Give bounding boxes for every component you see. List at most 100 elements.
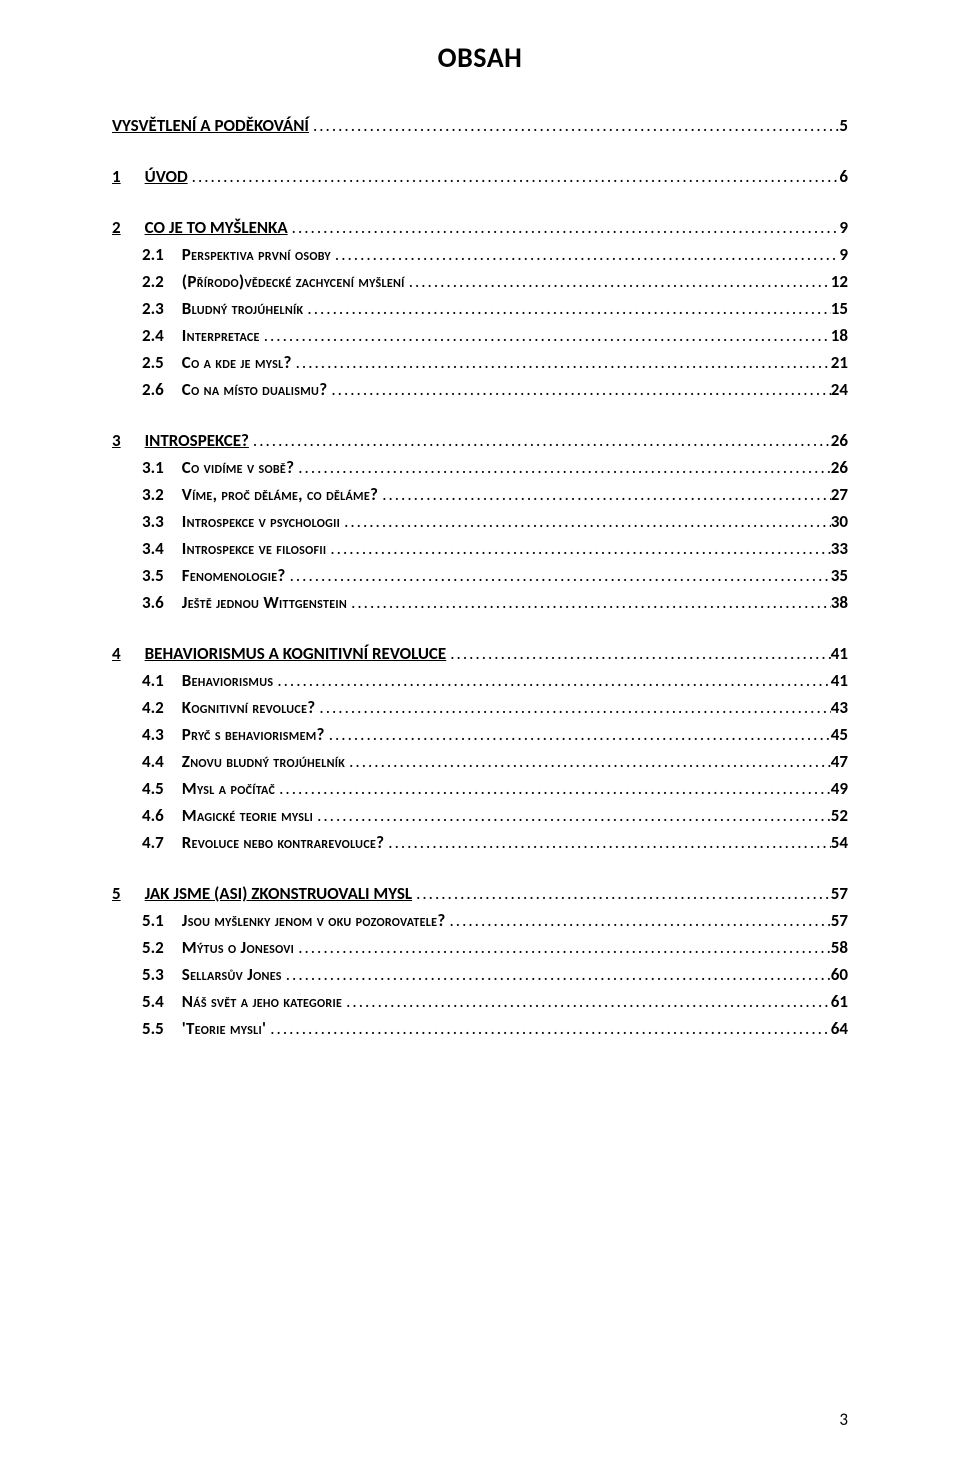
toc-entry[interactable]: 5.1Jsou myšlenky jenom v oku pozorovatel…: [112, 912, 848, 929]
toc-entry[interactable]: 2.6 Co na místo dualismu? 24: [112, 381, 848, 398]
toc-entry-page: 24: [831, 381, 848, 398]
toc-entry-page: 6: [839, 168, 848, 185]
toc-entry-page: 26: [831, 459, 848, 476]
toc-entry-page: 35: [831, 567, 848, 584]
toc-entry-number: 5.3: [142, 966, 164, 983]
toc-entry-label: CO JE TO MYŠLENKA: [145, 219, 288, 236]
toc-leader-dots: [288, 219, 840, 236]
toc-entry-number: 3.3: [142, 513, 164, 530]
toc-entry-number: 4: [112, 645, 121, 662]
toc-entry-label: Co a kde je mysl?: [182, 354, 292, 371]
toc-entry-label: Revoluce nebo kontrarevoluce?: [182, 834, 385, 851]
toc-entry[interactable]: 3.3 Introspekce v psychologii 30: [112, 513, 848, 530]
toc-leader-dots: [347, 594, 831, 611]
toc-entry-label: Náš svět a jeho kategorie: [182, 993, 342, 1010]
toc-entry[interactable]: 5.2Mýtus o Jonesovi58: [112, 939, 848, 956]
toc-entry[interactable]: 3INTROSPEKCE?26: [112, 432, 848, 449]
toc-entry-number: 3.6: [142, 594, 164, 611]
toc-entry-page: 18: [831, 327, 848, 344]
toc-leader-dots: [303, 300, 830, 317]
toc-entry[interactable]: 2.4 Interpretace 18: [112, 327, 848, 344]
toc-entry-label: BEHAVIORISMUS A KOGNITIVNÍ REVOLUCE: [145, 645, 447, 662]
toc-entry-label: Co na místo dualismu?: [182, 381, 328, 398]
toc-entry-label: Co vidíme v sobě?: [182, 459, 294, 476]
toc-entry[interactable]: 3.2Víme, proč děláme, co děláme?27: [112, 486, 848, 503]
toc-entry-page: 12: [831, 273, 848, 290]
toc-entry-page: 54: [831, 834, 848, 851]
toc-entry[interactable]: 5.5'Teorie mysli'64: [112, 1020, 848, 1037]
toc-entry[interactable]: 2 CO JE TO MYŠLENKA 9: [112, 219, 848, 236]
toc-entry-page: 61: [831, 993, 848, 1010]
toc-entry-number: 2.6: [142, 381, 164, 398]
toc-entry-page: 15: [831, 300, 848, 317]
toc-entry[interactable]: VYSVĚTLENÍ A PODĚKOVÁNÍ5: [112, 117, 848, 134]
toc-entry-number: 4.6: [142, 807, 164, 824]
toc-entry[interactable]: 3.1Co vidíme v sobě?26: [112, 459, 848, 476]
toc-entry[interactable]: 2.5Co a kde je mysl?21: [112, 354, 848, 371]
toc-entry[interactable]: 3.5 Fenomenologie? 35: [112, 567, 848, 584]
toc-entry[interactable]: 4.2Kognitivní revoluce?43: [112, 699, 848, 716]
toc-entry-number: 2.5: [142, 354, 164, 371]
toc-entry-page: 41: [831, 645, 848, 662]
toc-entry[interactable]: 2.2(Přírodo)vědecké zachycení myšlení12: [112, 273, 848, 290]
toc-entry[interactable]: 2.1Perspektiva první osoby9: [112, 246, 848, 263]
toc-leader-dots: [313, 807, 831, 824]
toc-leader-dots: [378, 486, 831, 503]
toc-entry-label: Behaviorismus: [182, 672, 274, 689]
toc-entry-label: Fenomenologie?: [182, 567, 286, 584]
toc-leader-dots: [340, 513, 831, 530]
page-number: 3: [839, 1409, 848, 1430]
toc-entry[interactable]: 2.3Bludný trojúhelník15: [112, 300, 848, 317]
toc-entry-label: Introspekce ve filosofii: [182, 540, 327, 557]
toc-entry-number: 3.5: [142, 567, 164, 584]
toc-leader-dots: [446, 912, 831, 929]
toc-entry[interactable]: 4 BEHAVIORISMUS A KOGNITIVNÍ REVOLUCE 41: [112, 645, 848, 662]
toc-entry-number: 2.3: [142, 300, 164, 317]
toc-entry-label: Sellarsův Jones: [182, 966, 282, 983]
toc-entry-number: 3: [112, 432, 121, 449]
toc-entry[interactable]: 4.1Behaviorismus41: [112, 672, 848, 689]
toc-entry-number: 5.1: [142, 912, 164, 929]
toc-entry[interactable]: 4.4Znovu bludný trojúhelník47: [112, 753, 848, 770]
toc-entry-label: Interpretace: [182, 327, 260, 344]
toc-entry[interactable]: 4.6Magické teorie mysli52: [112, 807, 848, 824]
toc-entry[interactable]: 4.3Pryč s behaviorismem?45: [112, 726, 848, 743]
toc-entry-number: 4.4: [142, 753, 164, 770]
toc-entry-number: 2.4: [142, 327, 164, 344]
toc-entry-label: Introspekce v psychologii: [182, 513, 340, 530]
toc-entry-page: 33: [831, 540, 848, 557]
toc-entry[interactable]: 3.4Introspekce ve filosofii33: [112, 540, 848, 557]
toc-entry[interactable]: 5JAK JSME (ASI) ZKONSTRUOVALI MYSL57: [112, 885, 848, 902]
toc-entry-page: 9: [839, 246, 848, 263]
toc-entry-label: Pryč s behaviorismem?: [182, 726, 325, 743]
toc-entry-page: 45: [831, 726, 848, 743]
toc-leader-dots: [342, 993, 831, 1010]
toc-entry[interactable]: 3.6Ještě jednou Wittgenstein38: [112, 594, 848, 611]
toc-entry-number: 1: [112, 168, 121, 185]
toc-entry[interactable]: 4.5Mysl a počítač49: [112, 780, 848, 797]
toc-entry-number: 4.2: [142, 699, 164, 716]
toc-entry-number: 4.5: [142, 780, 164, 797]
toc-entry-page: 5: [839, 117, 848, 134]
toc-title: OBSAH: [112, 40, 848, 75]
toc-entry[interactable]: 4.7Revoluce nebo kontrarevoluce?54: [112, 834, 848, 851]
toc-entry-label: Magické teorie mysli: [182, 807, 313, 824]
toc-entry-page: 49: [831, 780, 848, 797]
toc-entry[interactable]: 1ÚVOD6: [112, 168, 848, 185]
toc-entry-label: Víme, proč děláme, co děláme?: [182, 486, 378, 503]
toc-leader-dots: [273, 672, 830, 689]
toc-entry-page: 58: [831, 939, 848, 956]
toc-entry-number: 3.2: [142, 486, 164, 503]
toc-entry[interactable]: 5.3Sellarsův Jones60: [112, 966, 848, 983]
toc-leader-dots: [345, 753, 831, 770]
toc-entry-page: 26: [831, 432, 848, 449]
toc-leader-dots: [294, 459, 831, 476]
toc-leader-dots: [446, 645, 831, 662]
toc-entry-number: 2: [112, 219, 121, 236]
toc-entry[interactable]: 5.4Náš svět a jeho kategorie61: [112, 993, 848, 1010]
toc-leader-dots: [292, 354, 831, 371]
toc-entry-page: 9: [839, 219, 848, 236]
toc-entry-page: 30: [831, 513, 848, 530]
toc-entry-label: JAK JSME (ASI) ZKONSTRUOVALI MYSL: [145, 885, 412, 902]
toc-entry-page: 41: [831, 672, 848, 689]
